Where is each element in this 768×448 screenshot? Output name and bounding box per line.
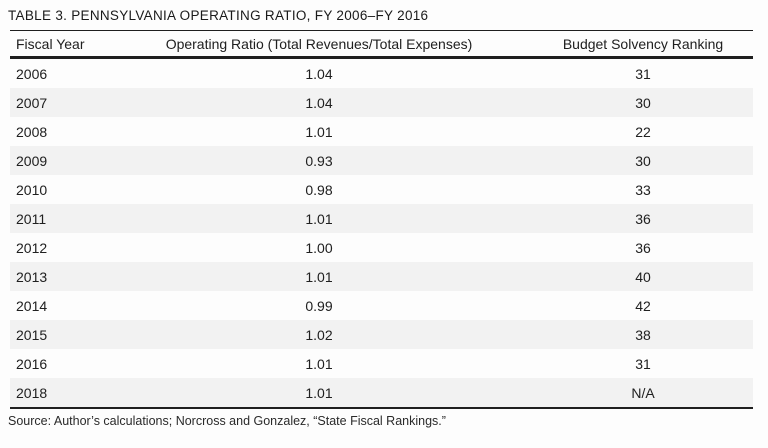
fiscal-year-cell: 2010 [16,181,48,198]
ranking-cell: N/A [631,384,655,401]
source-note: Source: Author’s calculations; Norcross … [8,414,446,428]
fiscal-year-cell: 2011 [16,210,47,227]
ranking-cell: 22 [635,123,651,140]
fiscal-year-cell: 2012 [16,239,48,256]
fiscal-year-cell: 2008 [16,123,48,140]
table-row: 2016 1.01 31 [10,349,753,378]
table-body: 2006 1.04 31 2007 1.04 30 2008 1.01 22 2009 0.93 30… [10,59,753,409]
operating-ratio-cell: 1.00 [305,239,333,256]
column-header-operating-ratio: Operating Ratio (Total Revenues/Total Ex… [165,35,473,52]
data-table: Fiscal Year Operating Ratio (Total Reven… [10,30,753,409]
ranking-cell: 31 [635,355,651,372]
ranking-cell: 42 [635,297,651,314]
operating-ratio-cell: 1.01 [305,384,333,401]
operating-ratio-cell: 1.04 [305,65,333,82]
fiscal-year-cell: 2013 [16,268,48,285]
ranking-cell: 36 [635,239,651,256]
fiscal-year-cell: 2007 [16,94,48,111]
ranking-cell: 30 [635,94,651,111]
fiscal-year-cell: 2006 [16,65,48,82]
operating-ratio-cell: 1.01 [305,268,333,285]
table-row: 2010 0.98 33 [10,175,753,204]
fiscal-year-cell: 2018 [16,384,48,401]
table-row: 2007 1.04 30 [10,88,753,117]
operating-ratio-cell: 1.01 [305,355,333,372]
ranking-cell: 38 [635,326,651,343]
table-row: 2013 1.01 40 [10,262,753,291]
operating-ratio-cell: 0.98 [305,181,333,198]
table-row: 2018 1.01 N/A [10,378,753,407]
operating-ratio-cell: 0.99 [305,297,333,314]
table-row: 2011 1.01 36 [10,204,753,233]
column-header-fiscal-year: Fiscal Year [16,35,85,52]
table-row: 2015 1.02 38 [10,320,753,349]
fiscal-year-cell: 2009 [16,152,48,169]
operating-ratio-cell: 1.04 [305,94,333,111]
table-row: 2014 0.99 42 [10,291,753,320]
table-header-row: Fiscal Year Operating Ratio (Total Reven… [10,31,753,59]
table-row: 2009 0.93 30 [10,146,753,175]
column-header-budget-solvency: Budget Solvency Ranking [562,35,724,52]
operating-ratio-cell: 1.01 [305,123,333,140]
fiscal-year-cell: 2016 [16,355,48,372]
fiscal-year-cell: 2015 [16,326,48,343]
ranking-cell: 36 [635,210,651,227]
table-title: TABLE 3. PENNSYLVANIA OPERATING RATIO, F… [8,8,429,23]
table-figure: TABLE 3. PENNSYLVANIA OPERATING RATIO, F… [0,8,768,448]
ranking-cell: 40 [635,268,651,285]
ranking-cell: 33 [635,181,651,198]
ranking-cell: 31 [635,65,651,82]
operating-ratio-cell: 0.93 [305,152,333,169]
fiscal-year-cell: 2014 [16,297,48,314]
operating-ratio-cell: 1.02 [305,326,333,343]
ranking-cell: 30 [635,152,651,169]
table-row: 2008 1.01 22 [10,117,753,146]
table-row: 2006 1.04 31 [10,59,753,88]
operating-ratio-cell: 1.01 [305,210,333,227]
table-row: 2012 1.00 36 [10,233,753,262]
